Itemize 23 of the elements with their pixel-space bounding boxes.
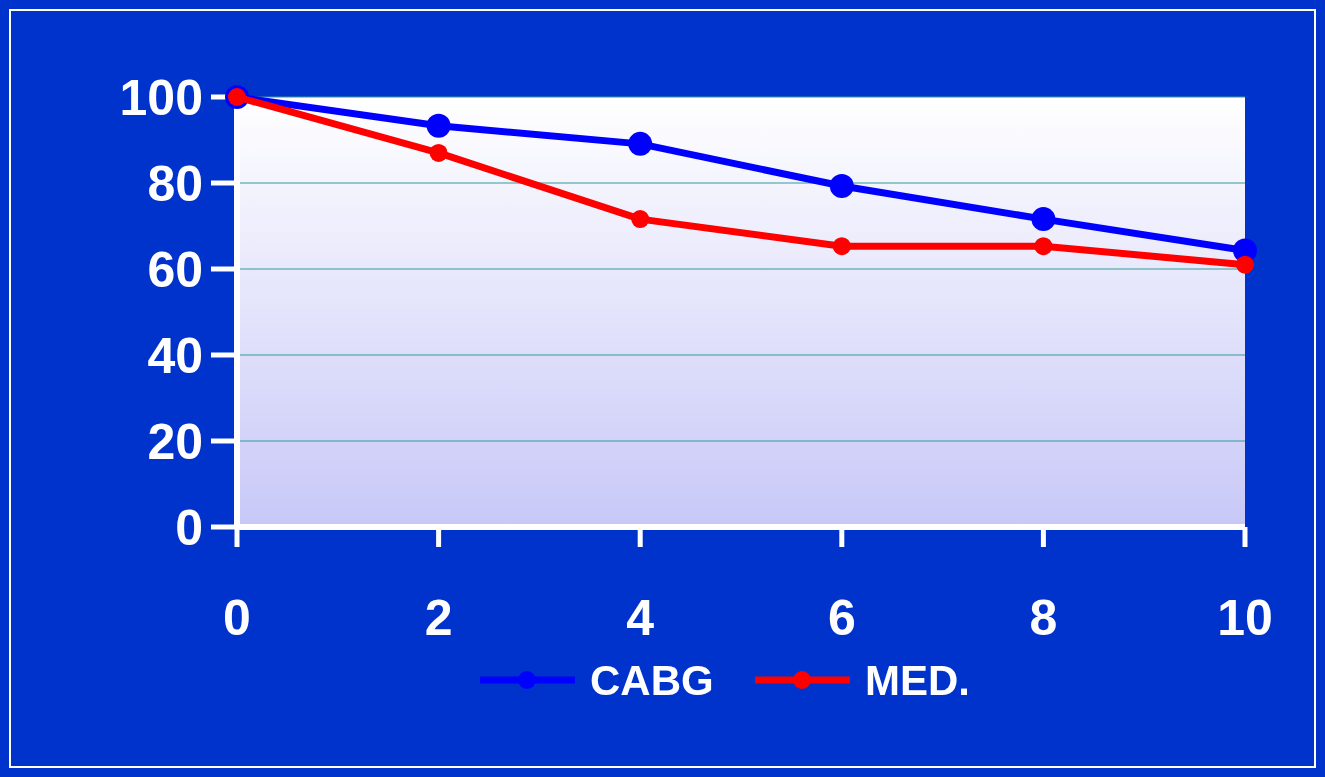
- y-tick-label: 20: [147, 413, 203, 470]
- point: [631, 210, 650, 229]
- y-tick-label: 0: [175, 499, 203, 556]
- point: [1034, 237, 1053, 256]
- y-tick-label: 40: [147, 327, 203, 384]
- x-tick-label: 0: [223, 590, 251, 646]
- point: [426, 113, 451, 138]
- point: [832, 237, 851, 256]
- point: [1236, 255, 1254, 274]
- x-tick-label: 2: [424, 590, 453, 646]
- point: [429, 143, 448, 162]
- x-tick-label: 6: [827, 590, 856, 646]
- legend-label: CABG: [590, 656, 714, 704]
- y-tick-label: 60: [147, 241, 203, 298]
- y-tick-label: 80: [147, 155, 203, 212]
- y-tick-label: 100: [119, 69, 203, 126]
- x-tick-label: 8: [1029, 590, 1058, 646]
- legend-label: MED.: [865, 656, 970, 704]
- x-tick-label: 10: [1217, 590, 1273, 646]
- point: [628, 131, 653, 156]
- point: [1031, 207, 1056, 232]
- point: [829, 174, 854, 199]
- x-tick-label: 4: [626, 590, 655, 646]
